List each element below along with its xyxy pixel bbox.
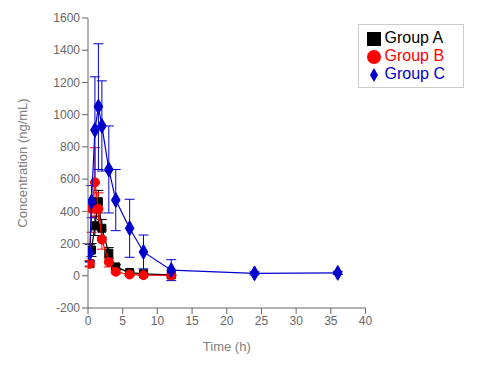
svg-text:600: 600 — [60, 172, 80, 186]
svg-text:0: 0 — [73, 269, 80, 283]
svg-text:200: 200 — [60, 237, 80, 251]
svg-text:400: 400 — [60, 205, 80, 219]
svg-text:Time (h): Time (h) — [203, 339, 251, 354]
svg-text:5: 5 — [119, 314, 126, 328]
svg-text:1400: 1400 — [53, 43, 80, 57]
svg-text:25: 25 — [255, 314, 269, 328]
html-text:Group B: Group B — [384, 47, 445, 64]
svg-text:1600: 1600 — [53, 11, 80, 25]
svg-text:800: 800 — [60, 140, 80, 154]
svg-text:Concentration (ng/mL): Concentration (ng/mL) — [15, 98, 30, 227]
svg-text:1000: 1000 — [53, 108, 80, 122]
svg-text:0: 0 — [85, 314, 92, 328]
svg-text:35: 35 — [324, 314, 338, 328]
svg-text:10: 10 — [151, 314, 165, 328]
svg-text:20: 20 — [220, 314, 234, 328]
svg-text:1200: 1200 — [53, 76, 80, 90]
svg-text:-200: -200 — [56, 301, 80, 315]
svg-text:30: 30 — [289, 314, 303, 328]
svg-text:15: 15 — [185, 314, 199, 328]
svg-text:40: 40 — [359, 314, 373, 328]
html-text:Group A: Group A — [384, 29, 444, 46]
html-text:Group C: Group C — [384, 65, 445, 82]
